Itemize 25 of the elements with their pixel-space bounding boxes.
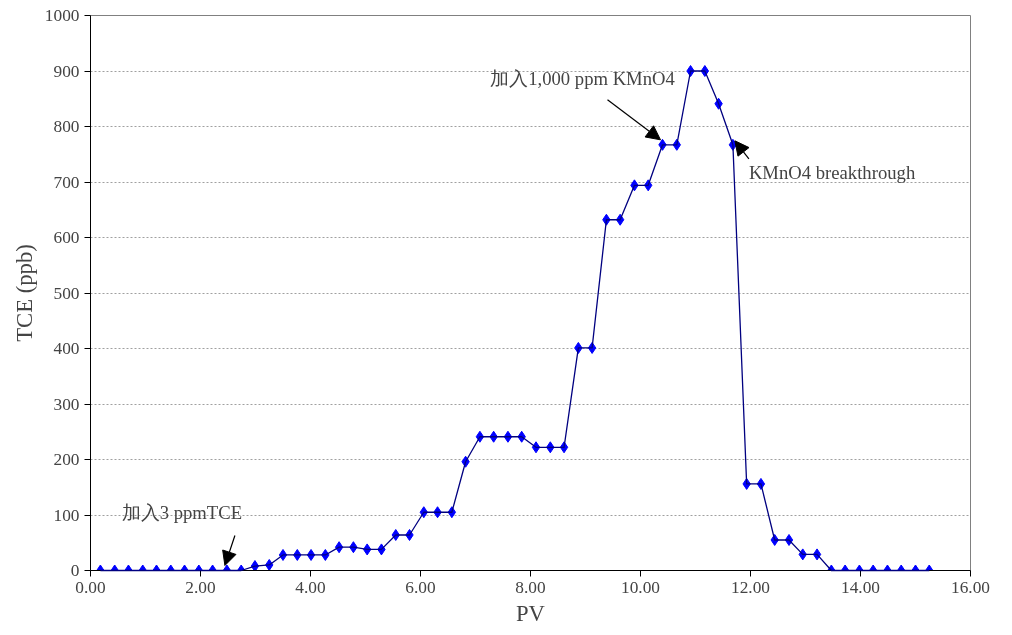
x-axis-title: PV <box>516 600 546 626</box>
x-tick-label: 14.00 <box>841 577 881 597</box>
annotation: 加入3 ppmTCE <box>121 501 243 523</box>
y-tick-label: 500 <box>53 283 80 303</box>
y-tick-label: 1000 <box>44 6 80 25</box>
x-tick-label: 6.00 <box>405 577 436 597</box>
y-tick-label: 700 <box>53 172 80 192</box>
y-tick-label: 600 <box>53 228 80 247</box>
y-tick-label: 900 <box>53 61 80 81</box>
x-tick-label: 2.00 <box>185 577 216 597</box>
y-tick-label: 200 <box>53 450 80 469</box>
y-tick-label: 0 <box>70 561 80 580</box>
y-tick-label: 300 <box>53 394 80 414</box>
y-tick-label: 400 <box>53 339 80 358</box>
x-tick-label: 4.00 <box>295 577 326 597</box>
y-axis-title: TCE (ppb) <box>11 244 37 342</box>
x-tick-label: 10.00 <box>621 577 661 597</box>
x-tick-label: 16.00 <box>951 577 991 597</box>
y-tick-label: 100 <box>53 505 80 525</box>
x-tick-label: 12.00 <box>731 577 771 597</box>
x-tick-label: 8.00 <box>515 577 546 597</box>
x-tick-label: 0.00 <box>75 577 106 597</box>
y-tick-label: 800 <box>53 117 80 136</box>
annotation: 加入1,000 ppm KMnO4 <box>490 67 676 89</box>
annotation: KMnO4 breakthrough <box>748 162 916 184</box>
